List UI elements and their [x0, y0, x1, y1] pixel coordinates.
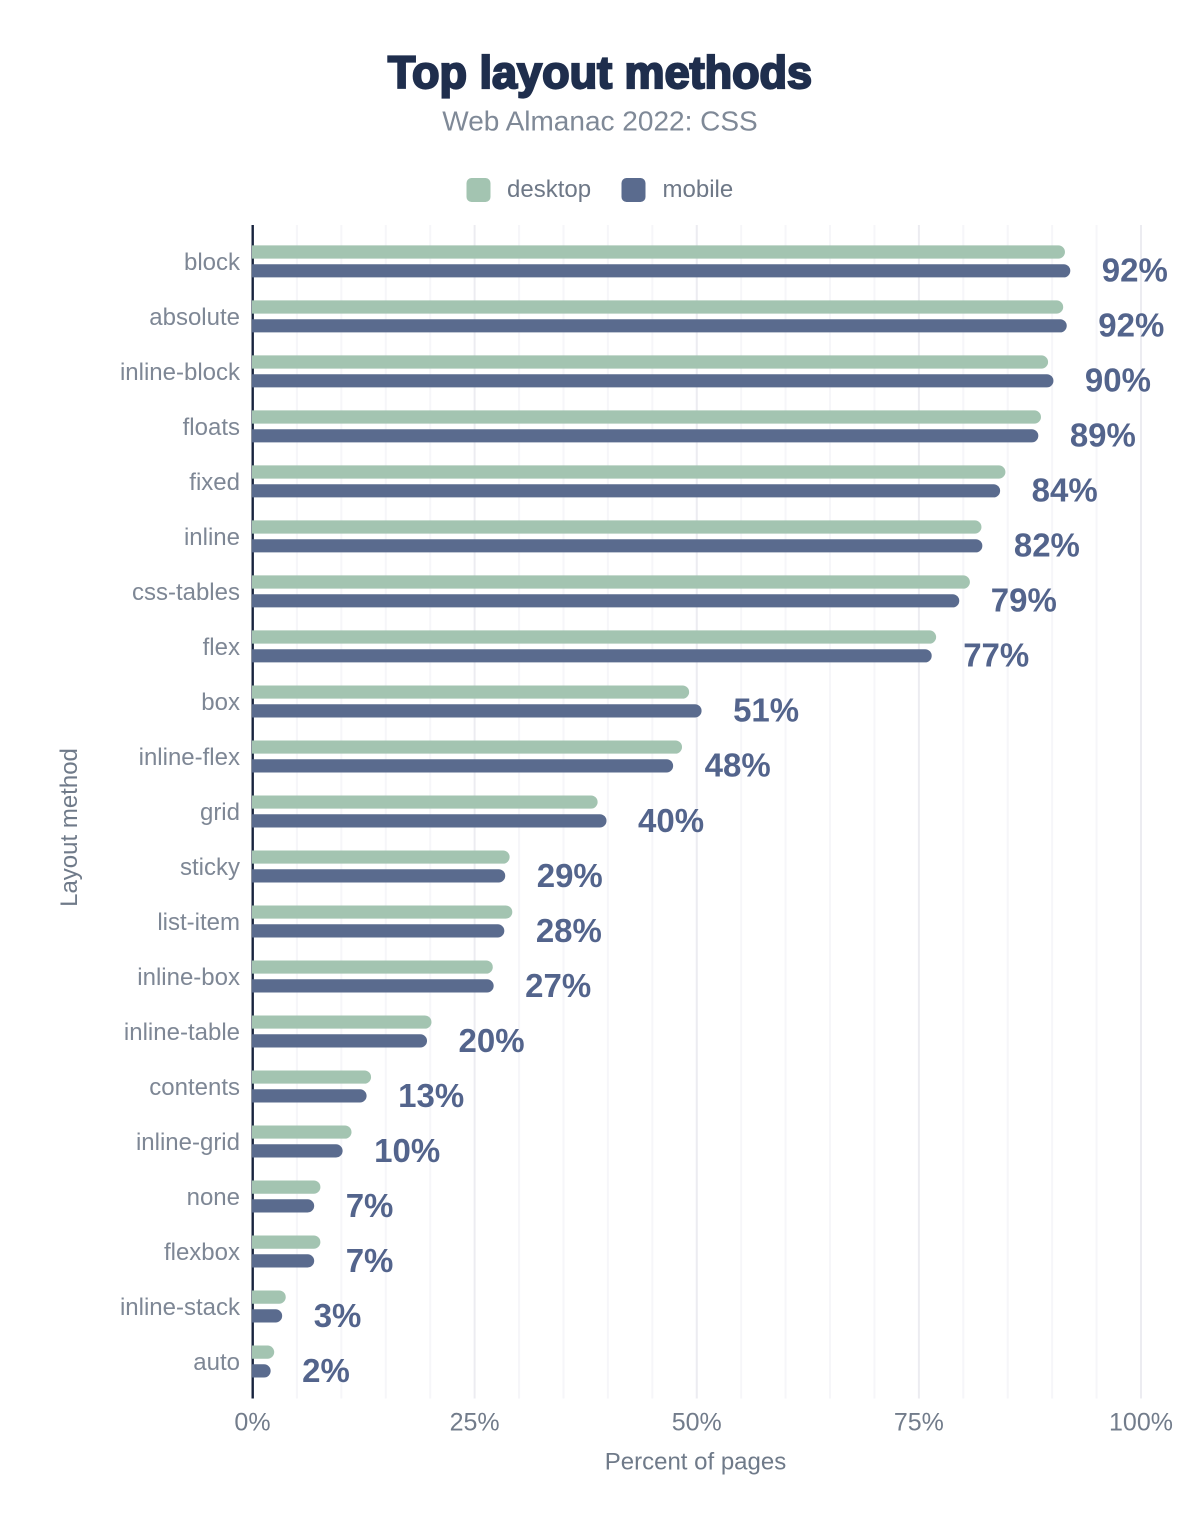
svg-text:25%: 25%	[450, 1409, 500, 1437]
svg-text:mobile: mobile	[663, 176, 734, 203]
svg-text:50%: 50%	[672, 1409, 722, 1437]
svg-text:82%: 82%	[1014, 527, 1080, 564]
svg-text:10%: 10%	[374, 1132, 440, 1169]
svg-text:inline-stack: inline-stack	[120, 1294, 241, 1321]
svg-text:92%: 92%	[1102, 252, 1168, 289]
svg-text:7%: 7%	[346, 1187, 394, 1224]
svg-text:Layout method: Layout method	[56, 748, 83, 907]
svg-text:absolute: absolute	[149, 304, 240, 331]
svg-text:89%: 89%	[1070, 417, 1136, 454]
svg-text:75%: 75%	[894, 1409, 944, 1437]
svg-text:20%: 20%	[459, 1022, 525, 1059]
svg-text:40%: 40%	[638, 802, 704, 839]
svg-text:inline-grid: inline-grid	[136, 1129, 240, 1156]
svg-text:0%: 0%	[234, 1409, 270, 1437]
svg-text:grid: grid	[200, 799, 240, 826]
svg-text:Web Almanac 2022: CSS: Web Almanac 2022: CSS	[442, 106, 757, 137]
svg-text:none: none	[187, 1184, 240, 1211]
svg-text:Percent of pages: Percent of pages	[605, 1449, 786, 1476]
svg-text:7%: 7%	[346, 1242, 394, 1279]
svg-text:css-tables: css-tables	[132, 579, 240, 606]
svg-text:desktop: desktop	[507, 176, 591, 203]
svg-text:contents: contents	[149, 1074, 240, 1101]
svg-text:90%: 90%	[1085, 362, 1151, 399]
svg-text:29%: 29%	[537, 857, 603, 894]
svg-text:floats: floats	[183, 414, 240, 441]
svg-text:3%: 3%	[314, 1297, 362, 1334]
svg-text:block: block	[184, 249, 241, 276]
svg-text:inline-table: inline-table	[124, 1019, 240, 1046]
svg-text:inline-block: inline-block	[120, 359, 241, 386]
svg-text:flex: flex	[203, 634, 240, 661]
svg-text:auto: auto	[193, 1349, 240, 1376]
svg-text:13%: 13%	[398, 1077, 464, 1114]
svg-text:51%: 51%	[733, 692, 799, 729]
svg-text:79%: 79%	[991, 582, 1057, 619]
svg-text:inline-box: inline-box	[137, 964, 240, 991]
svg-text:fixed: fixed	[189, 469, 240, 496]
svg-text:box: box	[201, 689, 240, 716]
svg-text:sticky: sticky	[180, 854, 240, 881]
svg-text:92%: 92%	[1098, 307, 1164, 344]
svg-text:list-item: list-item	[157, 909, 240, 936]
svg-text:48%: 48%	[705, 747, 771, 784]
svg-text:28%: 28%	[536, 912, 602, 949]
svg-text:Top layout methods: Top layout methods	[388, 47, 812, 98]
svg-text:flexbox: flexbox	[164, 1239, 240, 1266]
svg-text:2%: 2%	[302, 1352, 350, 1389]
svg-text:100%: 100%	[1109, 1409, 1173, 1437]
svg-text:inline: inline	[184, 524, 240, 551]
svg-text:77%: 77%	[963, 637, 1029, 674]
svg-text:84%: 84%	[1032, 472, 1098, 509]
svg-text:inline-flex: inline-flex	[139, 744, 240, 771]
svg-text:27%: 27%	[525, 967, 591, 1004]
